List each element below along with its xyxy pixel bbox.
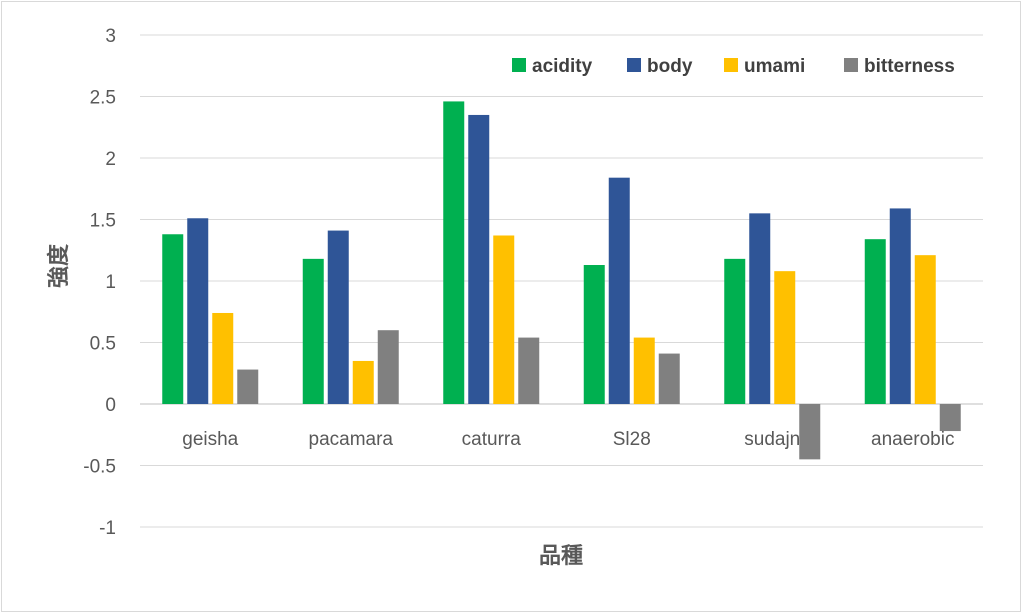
x-axis-title: 品種 (539, 544, 583, 569)
y-tick-label: 1 (105, 272, 116, 293)
bar-acidity-sudajn (724, 258, 746, 404)
y-tick-label: 3 (105, 26, 116, 47)
bar-acidity-pacamara (302, 258, 324, 404)
x-category-label: anaerobic (871, 429, 954, 450)
legend-swatch-body (627, 58, 641, 72)
legend-swatch-acidity (512, 58, 526, 72)
bar-bitterness-sudajn (799, 404, 821, 460)
bar-acidity-caturra (443, 101, 465, 405)
bar-acidity-sl28 (583, 265, 605, 404)
gridlines (140, 34, 983, 528)
y-axis-title: 強度 (46, 243, 72, 288)
bar-umami-geisha (212, 312, 234, 404)
x-category-label: sudajn (744, 429, 800, 450)
bar-umami-sudajn (774, 271, 796, 404)
legend-label-acidity: acidity (532, 56, 593, 77)
bar-body-pacamara (327, 230, 349, 404)
bar-body-caturra (468, 114, 490, 404)
bars (162, 101, 961, 460)
x-category-label: caturra (462, 429, 522, 450)
y-tick-label: -1 (99, 518, 116, 539)
bar-body-geisha (187, 218, 209, 404)
bar-bitterness-geisha (237, 369, 259, 404)
y-tick-label: 1.5 (90, 211, 116, 232)
legend-swatch-bitterness (844, 58, 858, 72)
bar-bitterness-sl28 (658, 353, 680, 404)
y-tick-label: 0 (105, 395, 116, 416)
x-category-label: geisha (182, 429, 238, 450)
x-category-label: Sl28 (613, 429, 651, 450)
legend-label-umami: umami (744, 56, 805, 77)
bar-body-anaerobic (889, 208, 911, 404)
bar-body-sl28 (608, 177, 630, 404)
legend-label-body: body (647, 56, 693, 77)
x-axis-categories: geisha pacamara caturra Sl28 sudajn anaerobic (182, 429, 954, 450)
legend-swatch-umami (724, 58, 738, 72)
bar-bitterness-caturra (518, 337, 540, 404)
bar-umami-sl28 (633, 337, 655, 404)
bar-acidity-anaerobic (864, 239, 886, 404)
y-axis-ticks: 3 2.5 2 1.5 1 0.5 0 -0.5 -1 (83, 26, 116, 539)
bar-umami-pacamara (352, 360, 374, 404)
legend-label-bitterness: bitterness (864, 56, 955, 77)
y-tick-label: 2 (105, 149, 116, 170)
y-tick-label: 2.5 (90, 88, 116, 109)
legend: acidity body umami bitterness (512, 56, 955, 77)
y-tick-label: -0.5 (83, 457, 116, 478)
x-category-label: pacamara (309, 429, 394, 450)
bar-acidity-geisha (162, 234, 184, 404)
bar-body-sudajn (749, 213, 771, 404)
bar-bitterness-anaerobic (939, 404, 961, 432)
y-tick-label: 0.5 (90, 334, 116, 355)
bar-bitterness-pacamara (377, 330, 399, 404)
bar-umami-anaerobic (914, 255, 936, 404)
bar-umami-caturra (493, 235, 515, 404)
